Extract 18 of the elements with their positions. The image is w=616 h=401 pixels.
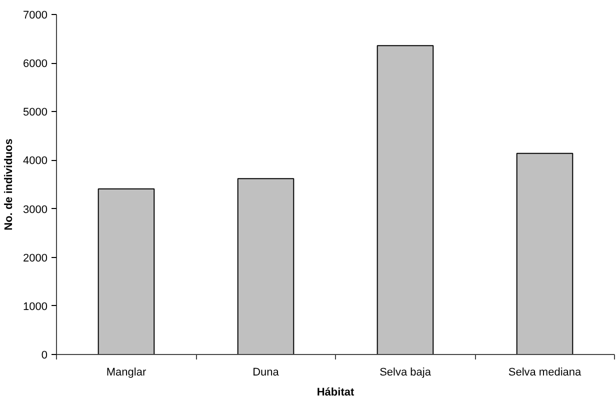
y-tick-label: 3000 (23, 204, 48, 216)
x-tick-label: Manglar (106, 366, 146, 378)
y-axis-title: No. de individuos (3, 138, 16, 230)
bar (98, 188, 155, 354)
y-tick-label: 4000 (23, 155, 48, 168)
y-tick-label: 6000 (23, 58, 48, 70)
x-tick-label: Duna (252, 366, 280, 378)
y-tick-label: 0 (41, 350, 48, 362)
y-tick-label: 1000 (23, 300, 48, 313)
y-tick-label: 2000 (23, 252, 48, 264)
y-tick-label: 5000 (23, 106, 48, 119)
x-tick-label: Selva baja (380, 366, 432, 378)
y-tick-label: 7000 (23, 10, 48, 22)
bar (237, 178, 294, 354)
x-axis-title: Hábitat (316, 386, 354, 398)
bar (516, 152, 574, 354)
x-tick-label: Selva mediana (508, 366, 582, 378)
bar (376, 45, 434, 354)
